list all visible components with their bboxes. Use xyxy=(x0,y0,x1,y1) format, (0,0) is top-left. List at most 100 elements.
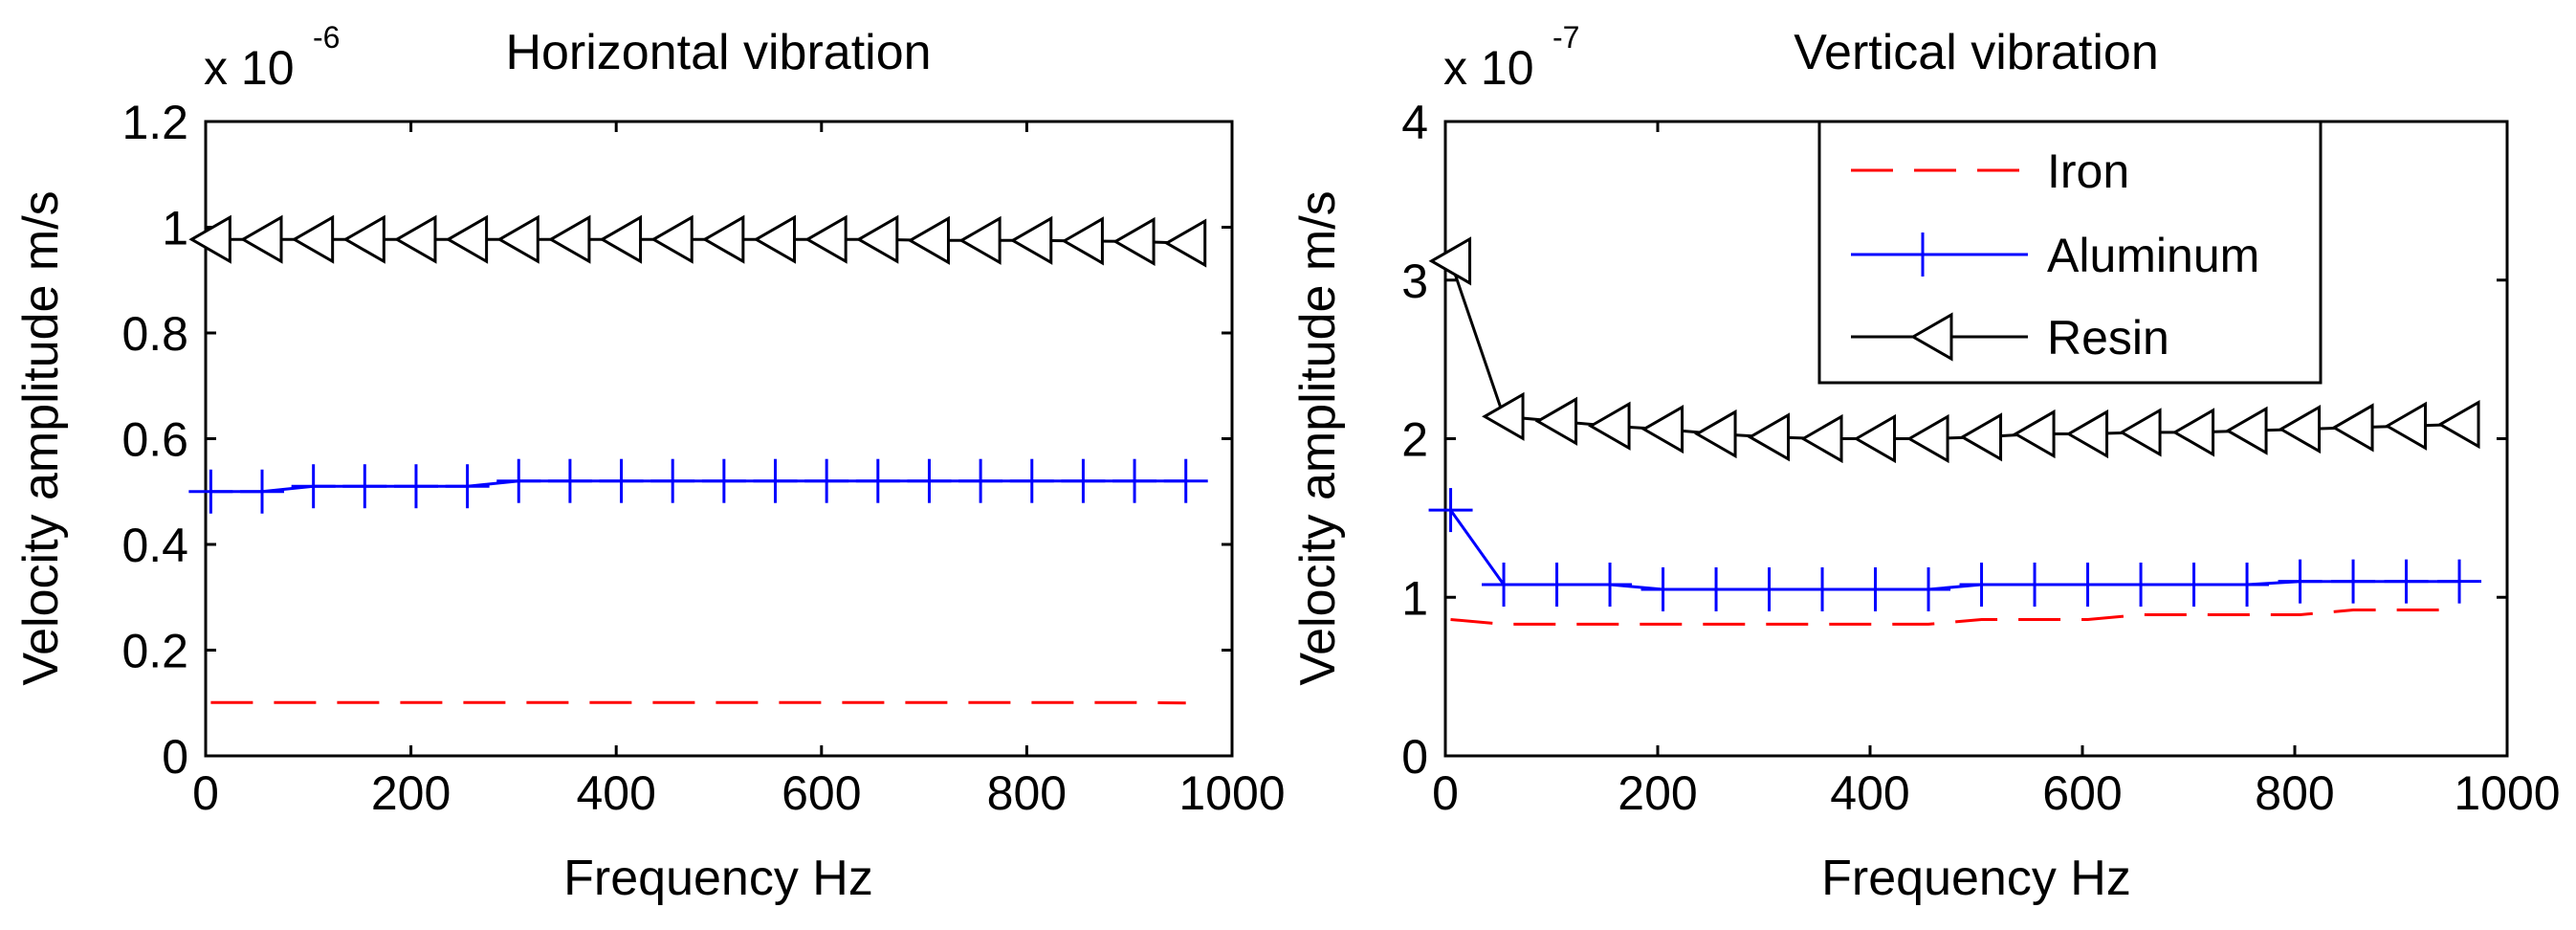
y-scale-exponent: -6 xyxy=(313,20,340,55)
data-point-aluminum xyxy=(855,458,900,503)
series-line-iron xyxy=(210,700,1186,705)
data-point-aluminum xyxy=(1163,458,1208,503)
legend-label-iron: Iron xyxy=(2047,144,2129,198)
plot-area xyxy=(204,120,1234,758)
x-tick-label: 1000 xyxy=(1178,766,1285,820)
data-point-aluminum xyxy=(1906,566,1951,611)
data-point-resin xyxy=(2013,409,2056,459)
data-point-aluminum xyxy=(1747,566,1792,611)
data-point-resin xyxy=(2437,399,2480,450)
y-tick-label: 0 xyxy=(1401,730,1428,784)
data-point-aluminum xyxy=(1009,458,1054,503)
data-point-resin xyxy=(1959,412,2003,462)
data-point-aluminum xyxy=(701,458,746,503)
y-scale-multiplier: x 10 xyxy=(204,41,295,95)
data-point-resin xyxy=(1534,396,1578,446)
data-point-resin xyxy=(1747,412,1791,462)
legend-marker-resin xyxy=(1909,312,1953,362)
data-point-resin xyxy=(907,215,950,265)
data-point-aluminum xyxy=(2225,562,2270,607)
data-point-aluminum xyxy=(1112,458,1157,503)
y-scale-multiplier: x 10 xyxy=(1443,41,1534,95)
data-point-resin xyxy=(1428,236,1472,286)
data-point-resin xyxy=(1009,215,1053,265)
data-point-aluminum xyxy=(2119,562,2164,607)
y-tick-label: 1.2 xyxy=(121,96,188,149)
x-tick-label: 200 xyxy=(371,766,451,820)
chart-vertical-vibration: Vertical vibration Frequency Hz Velocity… xyxy=(1290,20,2561,906)
y-tick-label: 0.8 xyxy=(121,307,188,361)
data-point-resin xyxy=(1482,391,1525,441)
data-point-resin xyxy=(1061,216,1104,266)
data-point-aluminum xyxy=(240,469,285,514)
chart-title: Vertical vibration xyxy=(1794,25,2159,80)
data-point-resin xyxy=(855,214,899,264)
series-line-iron xyxy=(1450,609,2460,626)
data-point-aluminum xyxy=(958,458,1003,503)
data-point-resin xyxy=(2278,404,2322,454)
y-tick-label: 1 xyxy=(162,202,188,255)
legend-box xyxy=(1817,120,2323,385)
data-point-resin xyxy=(188,214,231,264)
data-point-aluminum xyxy=(445,464,490,509)
x-tick-label: 0 xyxy=(192,766,219,820)
x-tick-label: 0 xyxy=(1432,766,1459,820)
y-tick-label: 0.2 xyxy=(121,625,188,678)
data-point-aluminum xyxy=(1428,488,1473,533)
legend-item-aluminum: Aluminum xyxy=(1851,229,2259,282)
data-point-resin xyxy=(547,214,591,264)
x-axis-label: Frequency Hz xyxy=(563,851,873,906)
data-point-aluminum xyxy=(1959,562,2004,607)
data-point-resin xyxy=(2065,409,2109,459)
data-point-aluminum xyxy=(1640,566,1685,611)
x-axis-label: Frequency Hz xyxy=(1821,851,2131,906)
data-point-aluminum xyxy=(188,469,233,514)
data-point-resin xyxy=(393,214,437,264)
data-point-resin xyxy=(240,214,283,264)
y-axis-label: Velocity amplitude m/s xyxy=(1290,190,1346,685)
data-point-resin xyxy=(1588,401,1631,451)
data-point-resin xyxy=(2384,401,2428,451)
data-point-aluminum xyxy=(291,464,336,509)
data-point-resin xyxy=(650,214,694,264)
data-point-aluminum xyxy=(804,458,849,503)
y-tick-label: 2 xyxy=(1401,413,1428,467)
data-point-resin xyxy=(2119,408,2162,457)
data-point-aluminum xyxy=(650,458,695,503)
y-tick-label: 3 xyxy=(1401,255,1428,308)
axis-tick-labels: 0 200 400 600 800 1000 0 1 2 3 4 xyxy=(1401,96,2560,820)
data-point-aluminum xyxy=(2065,562,2110,607)
data-point-aluminum xyxy=(599,458,644,503)
data-point-aluminum xyxy=(2437,559,2482,604)
series-group xyxy=(188,214,1208,705)
data-point-aluminum xyxy=(2171,562,2216,607)
data-point-aluminum xyxy=(2384,559,2429,604)
data-point-resin xyxy=(291,214,335,264)
chart-title: Horizontal vibration xyxy=(505,25,931,80)
data-point-aluminum xyxy=(907,458,952,503)
data-point-aluminum xyxy=(1061,458,1106,503)
x-tick-label: 400 xyxy=(1830,766,1909,820)
axis-tick-labels: 0 200 400 600 800 1000 0 0.2 0.4 0.6 0.8 1 1.2 xyxy=(121,96,1285,820)
data-point-aluminum xyxy=(547,458,592,503)
y-tick-label: 1 xyxy=(1401,571,1428,625)
data-point-resin xyxy=(1640,404,1684,454)
y-tick-label: 0 xyxy=(162,730,188,784)
data-point-resin xyxy=(958,215,1002,265)
data-point-aluminum xyxy=(2278,559,2323,604)
y-tick-label: 4 xyxy=(1401,96,1428,149)
data-point-aluminum xyxy=(2013,562,2058,607)
data-point-resin xyxy=(2331,403,2374,453)
legend-item-iron: Iron xyxy=(1851,144,2129,198)
data-point-aluminum xyxy=(342,464,387,509)
data-point-aluminum xyxy=(1588,562,1633,607)
x-tick-label: 800 xyxy=(987,766,1067,820)
data-point-aluminum xyxy=(393,464,438,509)
data-point-resin xyxy=(804,214,848,264)
legend-label-aluminum: Aluminum xyxy=(2047,229,2259,282)
data-point-resin xyxy=(1853,413,1897,464)
data-point-resin xyxy=(445,214,489,264)
data-point-resin xyxy=(342,214,385,264)
data-point-aluminum xyxy=(1534,562,1579,607)
data-point-aluminum xyxy=(1853,566,1898,611)
